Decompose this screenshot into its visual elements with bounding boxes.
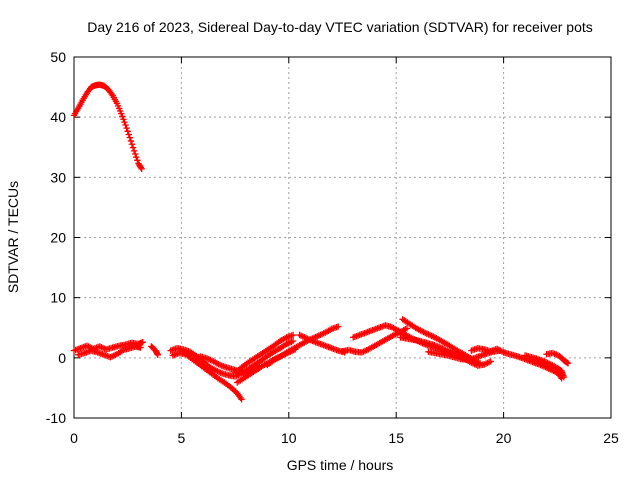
data-point [119, 113, 126, 120]
series-arc-late-f [468, 345, 507, 356]
x-tick-label: 25 [603, 430, 619, 446]
data-point [123, 124, 130, 132]
data-point [134, 157, 141, 164]
series-arc-early-b [75, 343, 144, 361]
series-arc-mid-f [264, 323, 342, 369]
series-arc-high [70, 81, 145, 173]
x-tick-label: 5 [178, 430, 186, 446]
data-point [564, 360, 572, 367]
series-arc-late-e [425, 347, 503, 363]
x-tick-labels: 0 5 10 15 20 25 [70, 430, 619, 446]
data-point [126, 134, 134, 141]
data-point [133, 153, 140, 161]
data-point [137, 344, 144, 351]
chart-title: Day 216 of 2023, Sidereal Day-to-day VTE… [87, 19, 593, 35]
data-point [130, 147, 138, 155]
data-point [121, 118, 128, 126]
data-point [120, 116, 127, 123]
data-point [476, 360, 484, 367]
data-point [125, 131, 132, 138]
data-point [132, 150, 139, 158]
y-tick-label: 0 [58, 350, 66, 366]
series-arc-end-c [534, 357, 565, 382]
data-point [138, 165, 145, 173]
data-point [129, 144, 137, 151]
y-tick-label: -10 [46, 410, 66, 426]
data-point [487, 358, 494, 365]
data-point [335, 323, 342, 330]
y-tick-label: 10 [50, 290, 66, 306]
data-point [122, 121, 129, 129]
series-arc-early-c [148, 343, 161, 359]
data-point [289, 331, 297, 339]
axis-ticks [73, 56, 612, 419]
y-tick-label: 50 [50, 49, 66, 65]
series-arc-mid-d [231, 331, 297, 377]
data-point [558, 375, 565, 382]
y-axis-label: SDTVAR / TECUs [5, 181, 21, 293]
data-point [563, 359, 571, 366]
x-tick-label: 15 [388, 430, 404, 446]
data-point [238, 396, 245, 403]
y-tick-labels: -10 0 10 20 30 40 50 [46, 49, 66, 426]
series-arc-early-a [70, 338, 146, 354]
x-axis-label: GPS time / hours [287, 457, 394, 473]
x-tick-label: 20 [496, 430, 512, 446]
data-marks [70, 81, 572, 403]
grid [74, 57, 611, 418]
y-tick-label: 30 [50, 169, 66, 185]
series-arc-mid-b [169, 349, 245, 403]
data-point [127, 137, 135, 145]
x-tick-label: 0 [70, 430, 78, 446]
data-point [403, 325, 411, 332]
data-point [118, 110, 125, 117]
data-point [128, 141, 136, 148]
y-tick-label: 20 [50, 230, 66, 246]
series-arc-late-a [339, 325, 411, 356]
series-arc-end-d [543, 349, 572, 367]
data-point [154, 351, 161, 359]
data-point [289, 337, 297, 345]
y-tick-label: 40 [50, 109, 66, 125]
data-point [137, 164, 145, 171]
data-point [124, 128, 131, 135]
data-point [139, 338, 146, 346]
x-tick-label: 10 [281, 430, 297, 446]
